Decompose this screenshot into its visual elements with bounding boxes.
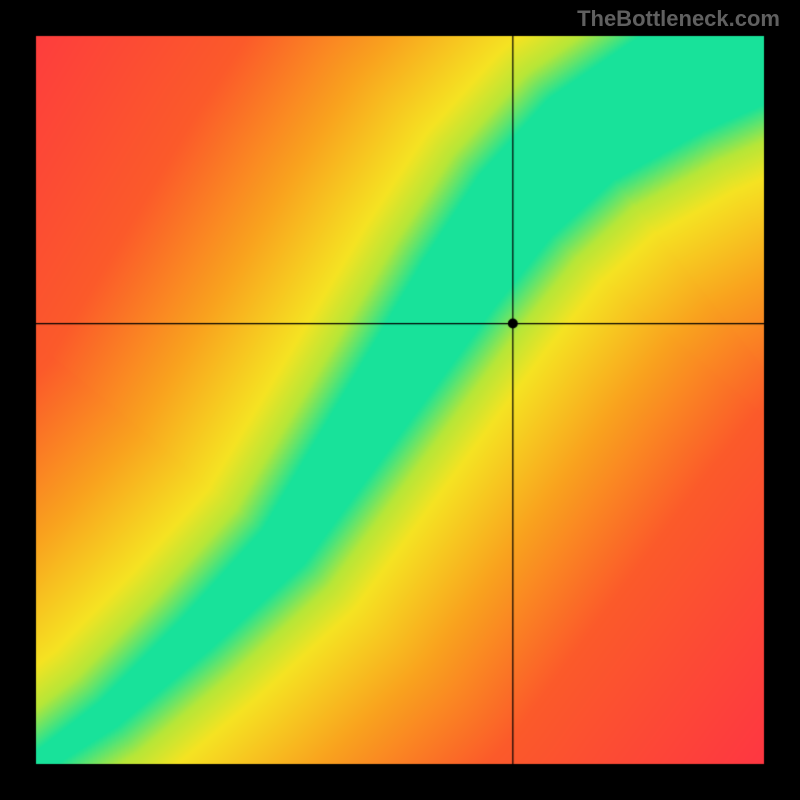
bottleneck-heatmap <box>0 0 800 800</box>
watermark-text: TheBottleneck.com <box>577 6 780 32</box>
chart-container: TheBottleneck.com <box>0 0 800 800</box>
